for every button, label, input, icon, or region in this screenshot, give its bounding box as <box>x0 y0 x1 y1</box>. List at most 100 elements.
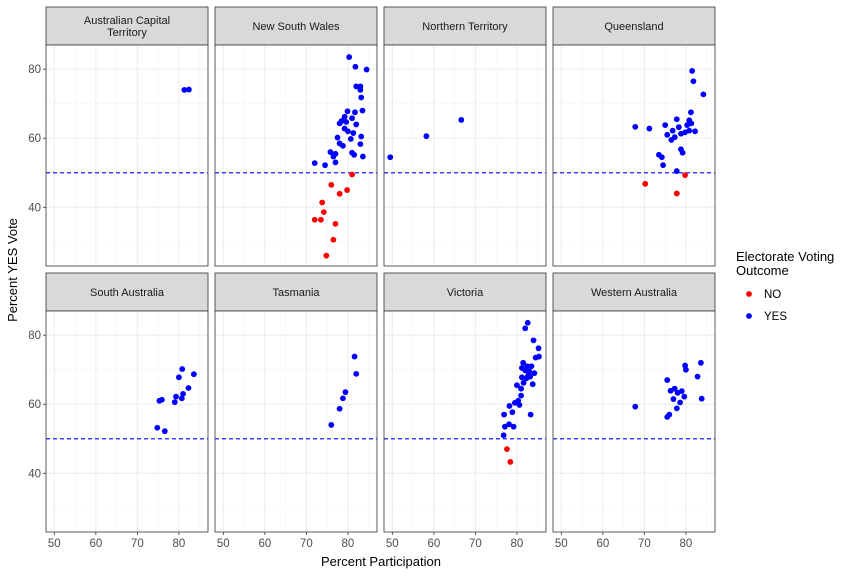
data-point <box>320 209 327 216</box>
y-tick-label: 80 <box>28 330 41 342</box>
data-point <box>342 389 349 396</box>
data-point <box>531 370 538 377</box>
x-tick-label: 70 <box>638 538 651 550</box>
data-point <box>359 107 366 114</box>
data-point <box>332 220 339 227</box>
data-point <box>323 252 330 259</box>
panel-border <box>552 44 716 267</box>
data-point <box>520 379 527 386</box>
data-point <box>662 122 669 129</box>
data-point <box>178 395 185 402</box>
data-point <box>660 162 666 169</box>
facet-strip <box>214 6 378 46</box>
data-point <box>683 366 689 373</box>
x-tick-label: 60 <box>258 538 271 550</box>
data-point <box>332 150 339 157</box>
facet-title: Territory <box>107 27 147 39</box>
data-point <box>507 459 514 465</box>
panel-background <box>384 311 546 532</box>
data-point <box>344 187 350 193</box>
data-point <box>179 366 186 372</box>
facet-strip <box>383 6 547 46</box>
data-point <box>311 216 318 223</box>
facet-strip <box>383 272 547 312</box>
data-point <box>500 432 507 439</box>
data-point <box>509 409 516 416</box>
data-point <box>694 373 701 380</box>
data-point <box>688 120 695 127</box>
data-point <box>181 86 188 93</box>
data-point <box>358 133 365 140</box>
data-point <box>524 363 531 370</box>
data-point <box>679 149 686 156</box>
data-point <box>319 199 326 206</box>
x-tick-label: 60 <box>427 538 440 550</box>
data-point <box>510 423 517 430</box>
facet-strip <box>552 272 716 312</box>
data-point <box>669 127 676 134</box>
y-tick-label: 60 <box>28 133 41 145</box>
panel-border <box>45 44 209 267</box>
data-point <box>353 121 360 128</box>
data-point <box>185 86 192 93</box>
data-point <box>341 113 348 120</box>
data-point <box>346 54 353 60</box>
data-point <box>528 363 535 370</box>
data-point <box>349 115 355 122</box>
data-point <box>423 133 430 140</box>
facet-title: Victoria <box>447 287 484 299</box>
facet-title: New South Wales <box>252 21 340 33</box>
data-point <box>535 345 542 352</box>
legend-label: YES <box>764 311 787 323</box>
data-point <box>678 388 685 395</box>
data-point <box>351 353 358 360</box>
y-tick-label: 40 <box>28 468 41 480</box>
data-point <box>343 119 350 125</box>
data-point <box>632 403 639 410</box>
panel-border <box>383 310 547 533</box>
data-point <box>677 399 684 406</box>
data-point <box>336 405 343 412</box>
data-point <box>345 128 351 135</box>
data-point <box>176 374 182 381</box>
data-point <box>519 374 525 381</box>
x-tick-label: 50 <box>386 538 399 550</box>
x-tick-label: 60 <box>596 538 609 550</box>
facet-panel: Tasmania 50 60 70 80 <box>214 272 378 550</box>
data-point <box>520 359 527 366</box>
data-point <box>353 83 360 90</box>
facet-strip <box>552 6 716 46</box>
data-point <box>311 160 318 166</box>
x-tick-label: 50 <box>555 538 568 550</box>
data-point <box>322 162 328 169</box>
data-point <box>681 393 688 400</box>
data-point <box>353 370 360 377</box>
data-point <box>349 171 355 178</box>
x-tick-label: 50 <box>217 538 230 550</box>
facet-title: Northern Territory <box>422 21 508 33</box>
panel-border <box>45 310 209 533</box>
data-point <box>632 123 639 130</box>
data-point <box>357 86 364 93</box>
facet-title: Tasmania <box>272 287 320 299</box>
data-point <box>646 125 653 132</box>
data-point <box>673 116 680 123</box>
panel-border <box>383 44 547 267</box>
data-point <box>504 446 510 453</box>
data-point <box>664 377 671 383</box>
data-point <box>458 117 465 123</box>
data-point <box>185 385 192 391</box>
panel-background <box>553 45 715 266</box>
facet-title: Queensland <box>604 21 663 33</box>
data-point <box>340 395 346 402</box>
data-point <box>173 393 179 400</box>
x-tick-label: 80 <box>173 538 186 550</box>
data-point <box>158 396 165 403</box>
data-point <box>161 428 168 435</box>
data-point <box>536 353 542 360</box>
data-point <box>328 181 335 188</box>
facet-title: South Australia <box>90 287 165 299</box>
data-point <box>387 154 394 161</box>
facet-strip <box>45 6 209 46</box>
facet-panel: Victoria 50 60 70 80 <box>383 272 547 550</box>
